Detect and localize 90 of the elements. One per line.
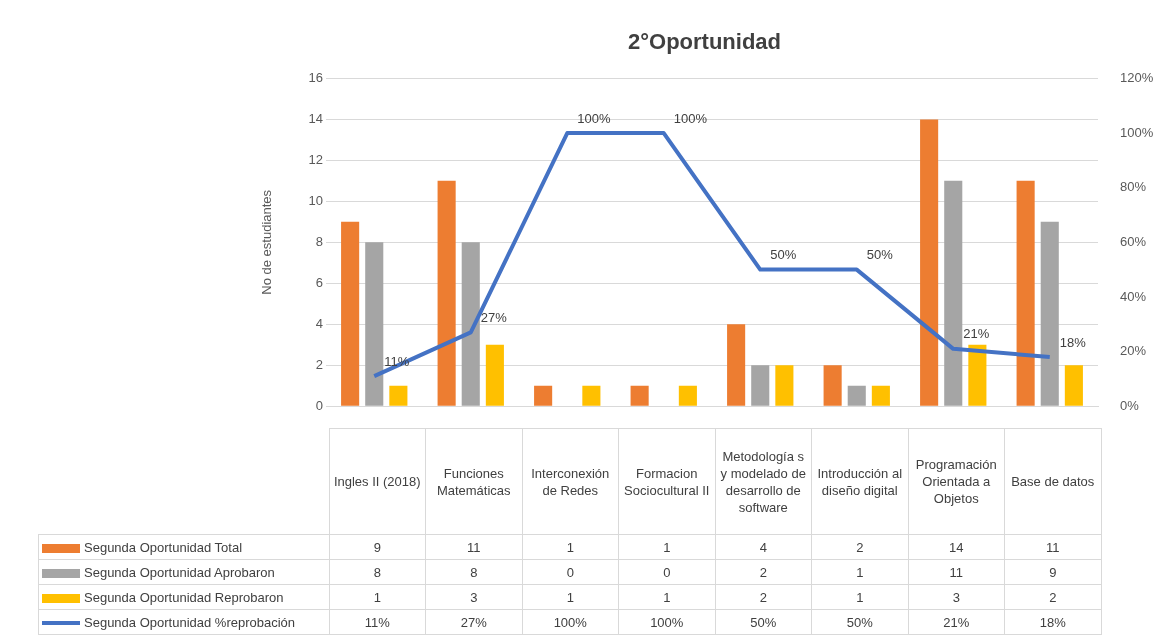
legend-label: Segunda Oportunidad %reprobación: [38, 609, 329, 635]
bar: [485, 344, 504, 406]
y-tick-label: 0: [315, 397, 323, 413]
data-label: 0: [522, 559, 619, 585]
bar: [630, 385, 649, 406]
data-label: 18%: [1004, 609, 1101, 635]
y2-tick-label: 100%: [1120, 124, 1154, 140]
x-tick-label: Formacion Sociocultural II: [618, 428, 715, 535]
text: 21%: [963, 326, 990, 342]
y2-tick-label: 40%: [1120, 288, 1147, 304]
y-tick-label: 16: [308, 69, 323, 85]
data-label: 11: [425, 534, 522, 560]
data-label: 50%: [715, 609, 812, 635]
data-label: 3: [908, 584, 1005, 610]
data-label: 0: [618, 559, 715, 585]
data-label: 11%: [329, 609, 426, 635]
bar: [944, 180, 963, 406]
x-tick-label: Metodología s y modelado de desarrollo de software: [715, 428, 812, 535]
bar: [920, 119, 939, 406]
text: 18%: [1059, 334, 1086, 350]
bar: [727, 324, 746, 406]
x-tick-label: Programación Orientada a Objetos: [908, 428, 1005, 535]
bar: [871, 385, 890, 406]
chart-title: 2°Oportunidad: [627, 29, 782, 55]
y2-tick-label: 0%: [1120, 397, 1140, 413]
text: 50%: [770, 247, 797, 263]
bar: [461, 242, 480, 406]
y-tick-label: 2: [315, 356, 323, 372]
data-label: 1: [618, 584, 715, 610]
legend-label: Segunda Oportunidad Aprobaron: [38, 559, 329, 585]
y-tick-label: 10: [308, 192, 323, 208]
y-axis-title: No de estudiantes: [259, 189, 275, 295]
y2-tick-label: 60%: [1120, 233, 1147, 249]
bar: [678, 385, 697, 406]
data-label: 1: [522, 534, 619, 560]
bar: [847, 385, 866, 406]
bar: [341, 221, 360, 406]
data-label: 2: [1004, 584, 1101, 610]
bar: [1016, 180, 1035, 406]
bar: [1040, 221, 1059, 406]
bar: [365, 242, 384, 406]
data-label: 21%: [908, 609, 1005, 635]
bar: [775, 365, 794, 406]
data-label: 14: [908, 534, 1005, 560]
data-label: 9: [1004, 559, 1101, 585]
bar: [534, 385, 553, 406]
x-tick-label: Introducción al diseño digital: [811, 428, 908, 535]
data-label: 1: [811, 584, 908, 610]
data-label: 8: [425, 559, 522, 585]
data-label: 3: [425, 584, 522, 610]
data-label: 100%: [522, 609, 619, 635]
bar: [1064, 365, 1083, 406]
legend-label: Segunda Oportunidad Total: [38, 534, 329, 560]
x-tick-label: Base de datos: [1004, 428, 1101, 535]
x-tick-label: Funciones Matemáticas: [425, 428, 522, 535]
x-tick-label: Ingles II (2018): [329, 428, 426, 535]
data-label: 1: [329, 584, 426, 610]
data-label: 1: [811, 559, 908, 585]
data-label: 9: [329, 534, 426, 560]
text: 100%: [577, 110, 611, 126]
y-tick-label: 8: [315, 233, 323, 249]
y-tick-label: 6: [315, 274, 323, 290]
y2-tick-label: 120%: [1120, 69, 1154, 85]
y2-tick-label: 20%: [1120, 343, 1147, 359]
bar: [582, 385, 601, 406]
data-label: 100%: [618, 609, 715, 635]
bar: [437, 180, 456, 406]
y-tick-label: 12: [308, 151, 323, 167]
text: 100%: [673, 110, 707, 126]
x-tick-label: Interconexión de Redes: [522, 428, 619, 535]
bar: [389, 385, 408, 406]
data-label: 4: [715, 534, 812, 560]
data-label: 1: [522, 584, 619, 610]
legend-label: Segunda Oportunidad Reprobaron: [38, 584, 329, 610]
bar: [968, 344, 987, 406]
data-label: 2: [811, 534, 908, 560]
data-label: 2: [715, 584, 812, 610]
data-label: 11: [908, 559, 1005, 585]
y-tick-label: 14: [308, 110, 323, 126]
y2-tick-label: 80%: [1120, 179, 1147, 195]
data-label: 11: [1004, 534, 1101, 560]
text: 50%: [866, 247, 893, 263]
bar: [823, 365, 842, 406]
data-label: 50%: [811, 609, 908, 635]
data-label: 1: [618, 534, 715, 560]
y-tick-label: 4: [315, 315, 323, 331]
data-label: 2: [715, 559, 812, 585]
text: 27%: [480, 310, 507, 326]
bar: [751, 365, 770, 406]
data-label: 27%: [425, 609, 522, 635]
